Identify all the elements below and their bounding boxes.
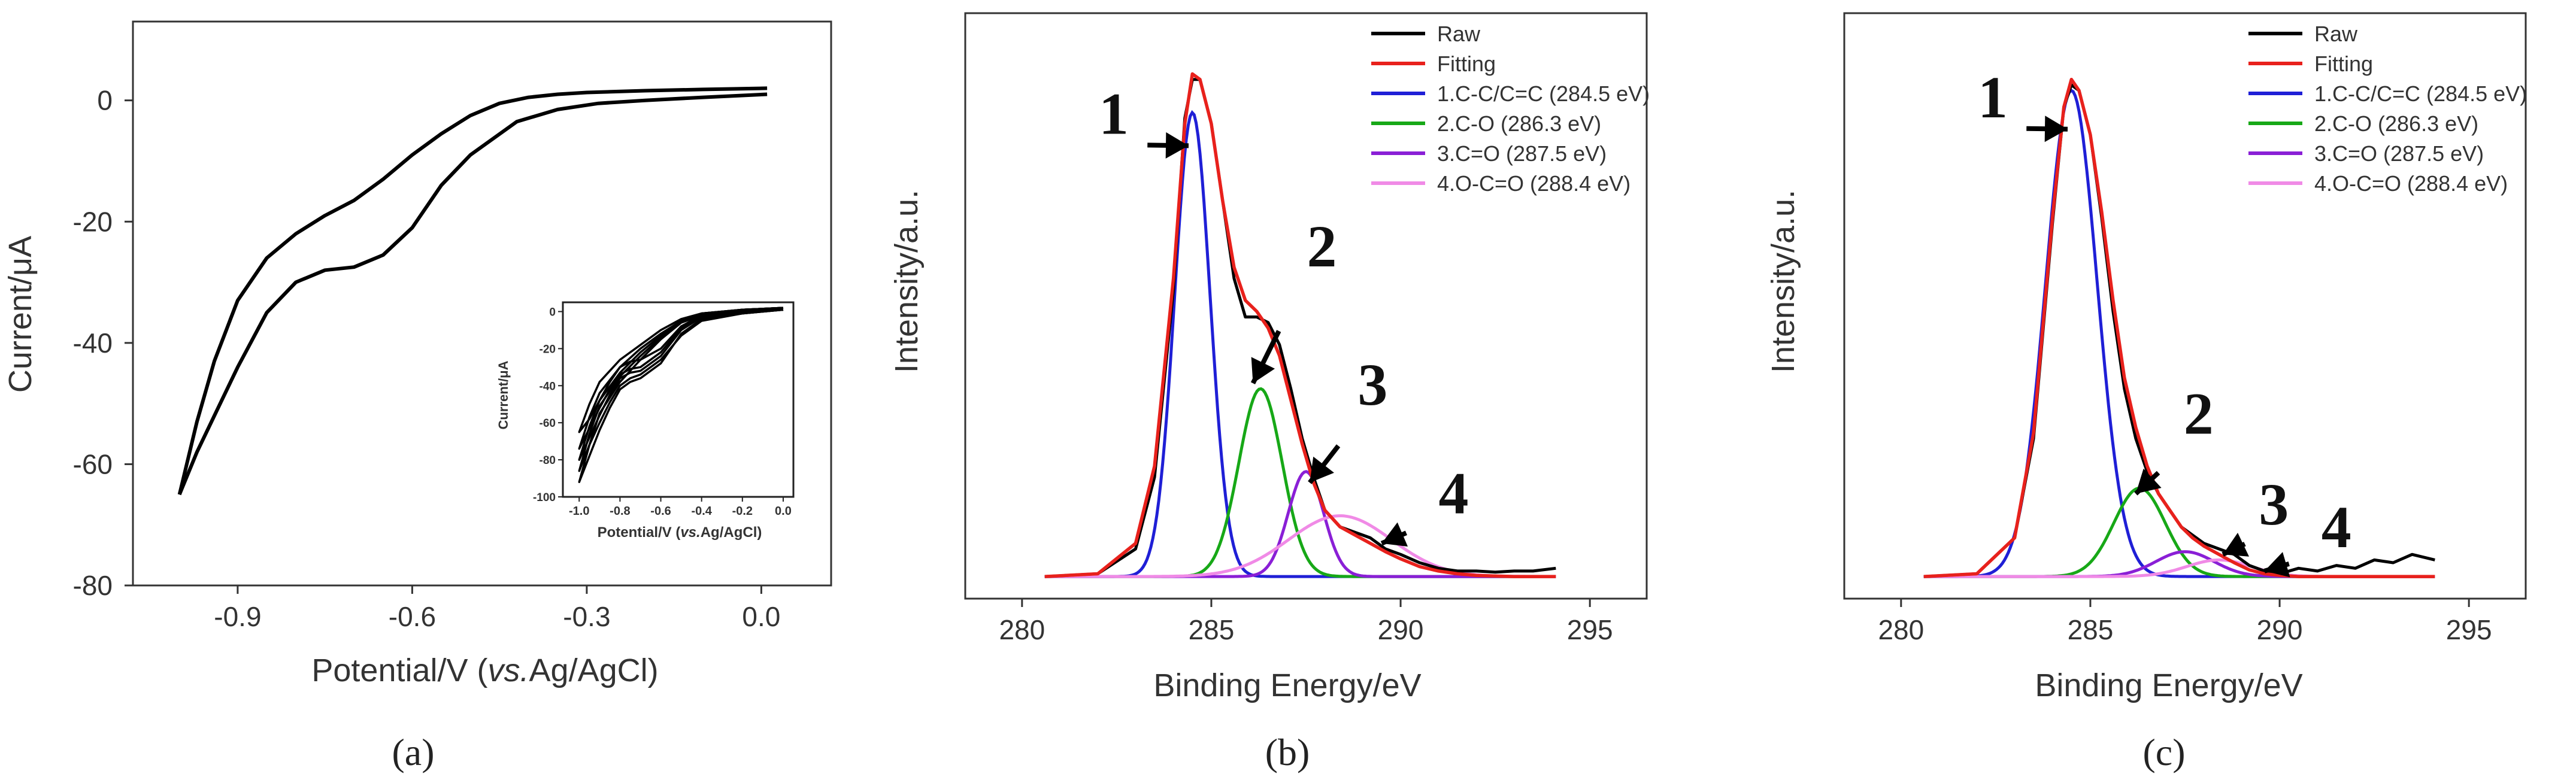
panel-b-ylabel: Intensity/a.u. bbox=[889, 190, 925, 373]
panel-b-xlabel: Binding Energy/eV bbox=[1153, 667, 1421, 703]
panel-c-legend: Raw Fitting 1.C-C/C=C (284.5 eV) 2.C-O (286… bbox=[2248, 22, 2527, 196]
panel-a-inset-chart: -1.0 -0.8 -0.6 -0.4 -0.2 0.0 0 -20 -40 -60 -80 -100… bbox=[496, 301, 795, 541]
panel-a-xtick-label: -0.6 bbox=[389, 601, 436, 632]
panel-a-xtick-label: 0.0 bbox=[742, 601, 780, 632]
panel-c-fitting-line bbox=[1923, 77, 2435, 578]
panel-a-inset-xtick-label: -0.6 bbox=[650, 505, 671, 518]
panel-a-xlabel: Potential/V (vs.Ag/AgCl) bbox=[311, 652, 658, 688]
panel-b-xps-chart: 280 285 290 295 Raw Fitting 1.C-C/C=C (284.5 … bbox=[889, 12, 1650, 703]
panel-b-annotations: 1 2 34 bbox=[1099, 80, 1468, 547]
panel-b-annotation-arrowhead-1 bbox=[1165, 132, 1189, 159]
panel-b-legend-label-5: 4.O-C=O (288.4 eV) bbox=[1437, 171, 1631, 196]
panel-a-series-line-2 bbox=[177, 86, 768, 495]
panel-a-xtick-label: -0.9 bbox=[214, 601, 261, 632]
panel-c-xtick-label: 290 bbox=[2257, 614, 2303, 645]
panel-c-annotation-label-3: 3 bbox=[2259, 471, 2289, 538]
panel-b-component-peak-4 bbox=[1044, 470, 1556, 578]
panel-a-ytick-label: -20 bbox=[73, 206, 113, 237]
panel-a-inset-ytick-label: -20 bbox=[540, 343, 556, 356]
panel-b-legend-label-3: 2.C-O (286.3 eV) bbox=[1437, 111, 1601, 136]
panel-c-series bbox=[1843, 12, 2527, 600]
panel-b-annotation-label-3: 3 bbox=[1357, 351, 1387, 418]
panel-a-ytick-label: -40 bbox=[73, 327, 113, 359]
panel-b-annotation-arrowhead-4 bbox=[1381, 522, 1408, 547]
panel-c-annotation-arrowhead-4 bbox=[2264, 552, 2290, 578]
panel-c-component-peak-3 bbox=[1923, 486, 2435, 578]
panel-a-series bbox=[177, 86, 768, 496]
caption-c: (c) bbox=[2142, 731, 2185, 773]
panel-a-inset-ytick-label: -60 bbox=[540, 417, 556, 430]
panel-a-ticks: -0.9 -0.6 -0.3 0.0 0 -20 -40 -60 -80 bbox=[73, 85, 781, 632]
panel-c-legend-label-4: 3.C=O (287.5 eV) bbox=[2314, 141, 2484, 166]
panel-c-annotation-label-2: 2 bbox=[2184, 381, 2214, 447]
panel-c-ylabel: Intensity/a.u. bbox=[1765, 190, 1801, 373]
panel-c-annotation-arrowhead-2 bbox=[2135, 468, 2162, 494]
panel-a-ytick-label: 0 bbox=[97, 85, 113, 116]
panel-c-legend-label-3: 2.C-O (286.3 eV) bbox=[2314, 111, 2478, 136]
panel-a-inset-xlabel: Potential/V (vs.Ag/AgCl) bbox=[598, 524, 762, 541]
panel-a-inset-ytick-label: -80 bbox=[540, 454, 556, 467]
panel-b-annotation-arrowhead-2 bbox=[1251, 357, 1275, 384]
panel-a-axes-frame bbox=[132, 20, 832, 587]
panel-c-annotations: 1 23 4 bbox=[1978, 64, 2351, 578]
panel-a-inset-ticks: -1.0 -0.8 -0.6 -0.4 -0.2 0.0 0 -20 -40 -60 -80 -100 bbox=[533, 306, 792, 518]
panel-c-xtick-label: 285 bbox=[2068, 614, 2114, 645]
panel-b-axes-frame bbox=[964, 12, 1648, 600]
panel-b-annotation-label-4: 4 bbox=[1438, 460, 1468, 527]
panel-a-inset-xtick-label: -0.4 bbox=[691, 505, 712, 518]
panel-a-plot-area bbox=[132, 20, 832, 587]
panel-b-xtick-label: 280 bbox=[999, 614, 1045, 645]
panel-b-ticks: 280 285 290 295 bbox=[999, 599, 1613, 645]
panel-c-legend-label-1: Fitting bbox=[2314, 51, 2373, 76]
panel-c-xtick-label: 295 bbox=[2446, 614, 2492, 645]
panel-a-inset-cycle-4 bbox=[578, 306, 784, 472]
panel-b-component-peak-3 bbox=[1044, 387, 1556, 578]
panel-c-xtick-label: 280 bbox=[1878, 614, 1924, 645]
panel-a-ylabel: Current/μA bbox=[2, 236, 38, 393]
panel-a-ytick-label: -80 bbox=[73, 570, 113, 601]
panel-a-inset-ytick-label: -40 bbox=[540, 380, 556, 393]
panel-c-ticks: 280 285 290 295 bbox=[1878, 599, 2492, 645]
panel-a-inset-ylabel: Current/μA bbox=[496, 360, 511, 429]
panel-b-fitting-line bbox=[1044, 72, 1556, 578]
panel-b-xtick-label: 295 bbox=[1567, 614, 1613, 645]
panel-b-legend-label-0: Raw bbox=[1437, 22, 1481, 46]
panel-a-inset-ytick-label: -100 bbox=[533, 491, 556, 504]
panel-c-annotation-arrowhead-3 bbox=[2223, 532, 2249, 557]
panel-a-inset-ytick-label: 0 bbox=[549, 306, 556, 318]
panel-c-annotation-label-4: 4 bbox=[2322, 494, 2351, 560]
panel-b-legend-label-1: Fitting bbox=[1437, 51, 1496, 76]
panel-a-xtick-label: -0.3 bbox=[563, 601, 610, 632]
panel-a-inset-xtick-label: 0.0 bbox=[775, 505, 792, 518]
panel-c-annotation-arrowhead-1 bbox=[2044, 116, 2068, 142]
panel-a-ytick-label: -60 bbox=[73, 448, 113, 479]
panel-c-xps-chart: 280 285 290 295 Raw Fitting 1.C-C/C=C (284.5 … bbox=[1765, 12, 2527, 703]
panel-b-legend-label-2: 1.C-C/C=C (284.5 eV) bbox=[1437, 81, 1650, 106]
panel-c-legend-label-0: Raw bbox=[2314, 22, 2358, 46]
panel-c-annotation-label-1: 1 bbox=[1978, 64, 2008, 130]
panel-b-xtick-label: 290 bbox=[1378, 614, 1424, 645]
panel-b-component-peak-5 bbox=[1044, 514, 1556, 578]
panel-b-annotation-label-2: 2 bbox=[1307, 213, 1337, 280]
panel-a-inset-xtick-label: -0.8 bbox=[610, 505, 630, 518]
panel-a-inset-xtick-label: -0.2 bbox=[732, 505, 753, 518]
panel-b-series bbox=[964, 12, 1648, 600]
caption-a: (a) bbox=[392, 731, 434, 773]
caption-b: (b) bbox=[1265, 731, 1310, 773]
panel-c-axes-frame bbox=[1843, 12, 2527, 600]
panel-a-inset-xtick-label: -1.0 bbox=[569, 505, 589, 518]
panel-c-legend-label-2: 1.C-C/C=C (284.5 eV) bbox=[2314, 81, 2527, 106]
panel-b-legend: Raw Fitting 1.C-C/C=C (284.5 eV) 2.C-O (286… bbox=[1371, 22, 1650, 196]
panel-a-inset-series bbox=[562, 301, 795, 498]
panel-a-cv-chart: -0.9 -0.6 -0.3 0.00-20-40-60-80 Current/μA … bbox=[2, 20, 832, 688]
panel-a-inset-cycle-5 bbox=[578, 306, 784, 450]
panel-b-legend-label-4: 3.C=O (287.5 eV) bbox=[1437, 141, 1607, 166]
panel-a-series-line-1 bbox=[177, 92, 768, 496]
panel-b-annotation-label-1: 1 bbox=[1099, 80, 1129, 147]
panel-c-xlabel: Binding Energy/eV bbox=[2035, 667, 2302, 703]
panel-b-xtick-label: 285 bbox=[1189, 614, 1235, 645]
panel-b-annotation-arrowhead-3 bbox=[1310, 456, 1335, 483]
panel-c-legend-label-5: 4.O-C=O (288.4 eV) bbox=[2314, 171, 2508, 196]
